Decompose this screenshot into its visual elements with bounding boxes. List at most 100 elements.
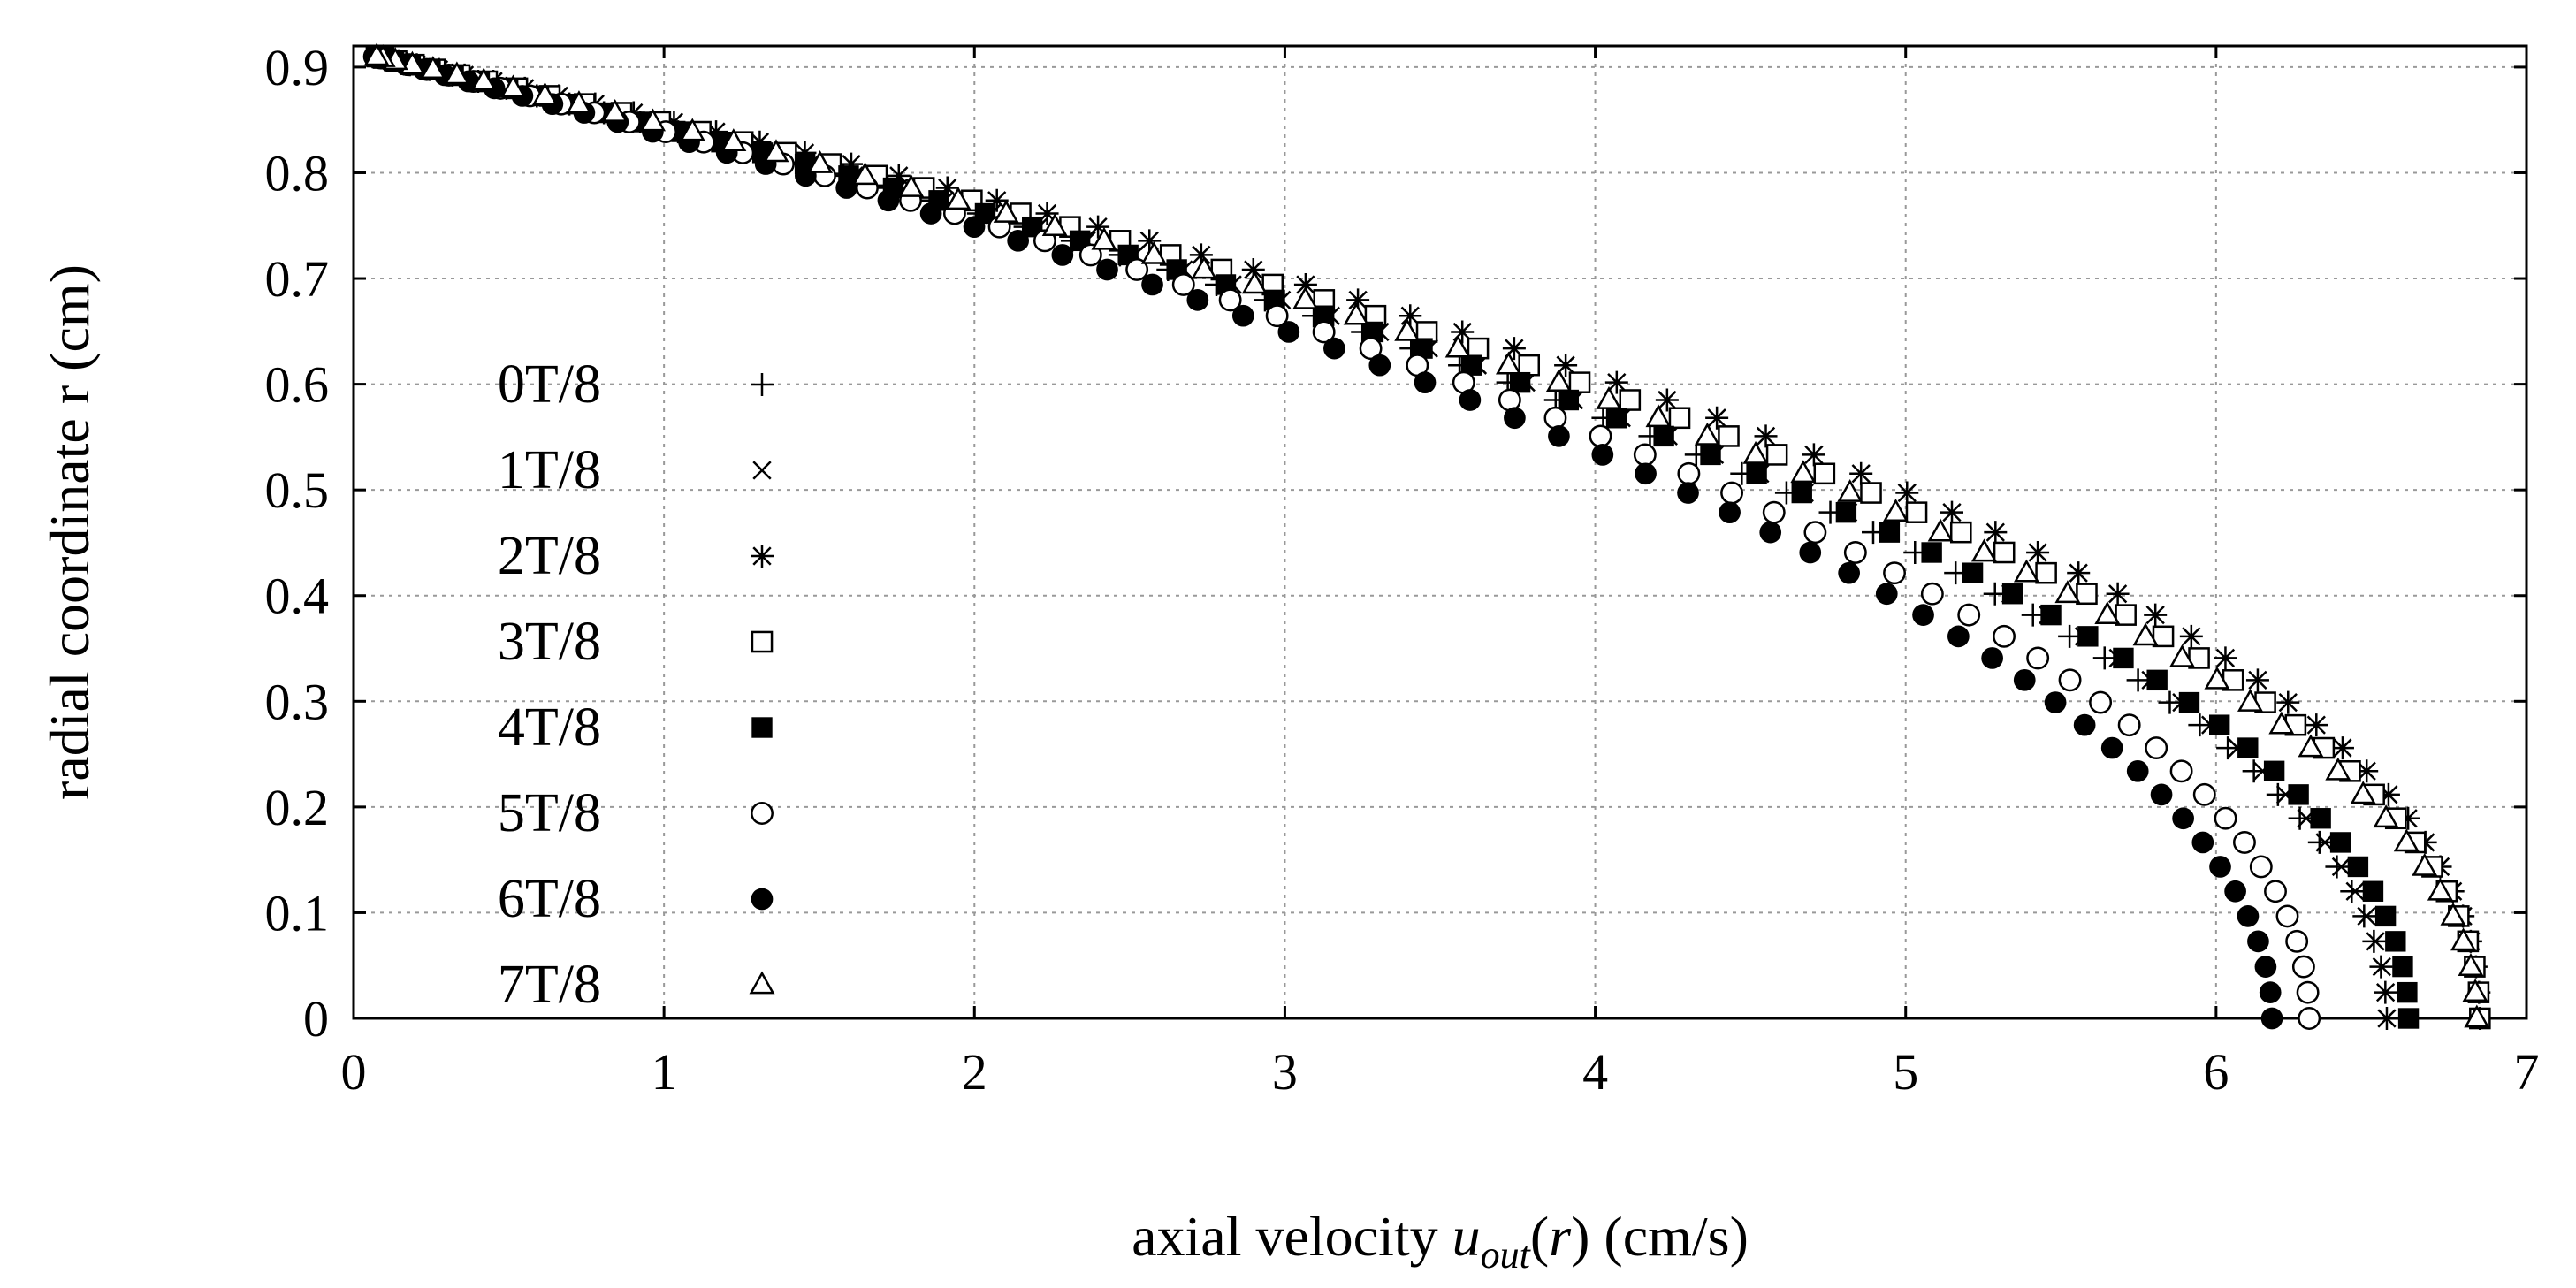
data-point: [1940, 500, 1963, 524]
data-point: [1051, 244, 1074, 266]
data-point: [2188, 713, 2212, 737]
data-point: [1949, 521, 1972, 544]
data-point: [2340, 880, 2364, 903]
data-point: [1803, 521, 1827, 545]
data-point: [2330, 736, 2354, 760]
series-3T-8: [366, 45, 2491, 1030]
data-point: [985, 188, 1009, 212]
x-axis-label-symbol: u: [1452, 1205, 1481, 1268]
data-point: [2204, 666, 2230, 690]
data-point: [1125, 258, 1149, 281]
data-point: [1086, 215, 1110, 239]
data-point: [2427, 877, 2453, 901]
data-point: [1962, 562, 1984, 583]
data-point: [1635, 462, 1657, 485]
data-point: [2393, 828, 2420, 852]
y-tick-label: 0.6: [265, 356, 330, 414]
data-point: [1504, 407, 1526, 430]
data-point: [898, 173, 925, 197]
data-point: [1604, 370, 1628, 394]
data-point: [2275, 904, 2299, 928]
data-point: [531, 81, 558, 105]
data-point: [2126, 668, 2150, 692]
data-point: [2113, 647, 2134, 669]
data-point: [2150, 783, 2173, 806]
data-point: [1451, 320, 1475, 344]
data-point: [2325, 757, 2351, 781]
data-point: [2347, 856, 2369, 878]
data-point: [1041, 213, 1068, 237]
data-point: [1007, 229, 1030, 252]
data-point: [1719, 501, 1741, 524]
data-point: [2237, 689, 2263, 712]
data-point: [1241, 257, 1265, 281]
data-point: [2192, 782, 2216, 806]
data-point: [1518, 354, 1541, 377]
data-point: [2117, 713, 2141, 737]
series-5T-8: [363, 45, 2321, 1030]
data-point: [2035, 561, 2057, 584]
data-point: [793, 141, 817, 164]
data-point: [963, 216, 986, 239]
data-point: [2208, 714, 2230, 735]
data-point: [1368, 354, 1391, 377]
data-point: [1346, 288, 1370, 312]
data-point: [1191, 255, 1217, 279]
data-point: [640, 108, 667, 132]
data-point: [470, 67, 497, 91]
data-point: [602, 98, 629, 122]
data-point: [2375, 983, 2396, 1002]
data-point: [1993, 541, 2016, 564]
data-point: [2249, 855, 2273, 879]
data-point: [2345, 881, 2365, 901]
data-point: [2067, 561, 2091, 585]
data-point: [2178, 691, 2200, 713]
x-axis-label-units: (cm/s): [1604, 1205, 1749, 1268]
data-point: [2214, 806, 2237, 830]
data-point: [2169, 759, 2193, 783]
data-point: [1813, 462, 1836, 485]
data-point: [1860, 482, 1882, 504]
data-point: [2372, 956, 2391, 977]
data-point: [2450, 927, 2477, 951]
x-tick-label: 3: [1272, 1043, 1298, 1101]
data-point: [1459, 389, 1482, 411]
data-point: [1619, 389, 1642, 411]
data-point: [1035, 202, 1059, 225]
data-point: [2305, 713, 2328, 737]
data-point: [2044, 691, 2067, 713]
legend-marker: [751, 545, 774, 568]
data-point: [1186, 289, 1209, 311]
y-tick-label: 0.7: [265, 250, 330, 308]
data-point: [1843, 541, 1867, 564]
data-point: [2058, 624, 2082, 648]
data-point: [1837, 478, 1863, 502]
data-point: [2412, 852, 2438, 876]
data-point: [2040, 604, 2062, 626]
data-point: [2462, 979, 2488, 1002]
x-tick-label: 6: [2203, 1043, 2229, 1101]
data-point: [763, 139, 789, 163]
legend-label: 5T/8: [498, 783, 601, 843]
data-point: [2001, 583, 2023, 605]
data-point: [2464, 1004, 2490, 1028]
data-point: [679, 118, 705, 141]
data-point: [2440, 902, 2466, 926]
data-point: [1762, 500, 1786, 524]
data-point: [1718, 425, 1740, 447]
data-point: [1312, 320, 1336, 344]
data-point: [945, 187, 972, 210]
data-point: [1905, 501, 1928, 523]
data-point: [1568, 371, 1591, 393]
data-point: [2296, 980, 2320, 1004]
data-point: [1495, 351, 1521, 375]
data-point: [2355, 759, 2379, 783]
x-tick-label: 4: [1582, 1043, 1608, 1101]
series-7T-8: [363, 42, 2490, 1028]
data-point: [1720, 481, 1744, 505]
data-point: [1920, 582, 1944, 606]
data-point: [2144, 603, 2168, 627]
data-point: [2237, 905, 2260, 927]
legend-marker: [751, 802, 774, 825]
data-point: [1314, 305, 1335, 326]
